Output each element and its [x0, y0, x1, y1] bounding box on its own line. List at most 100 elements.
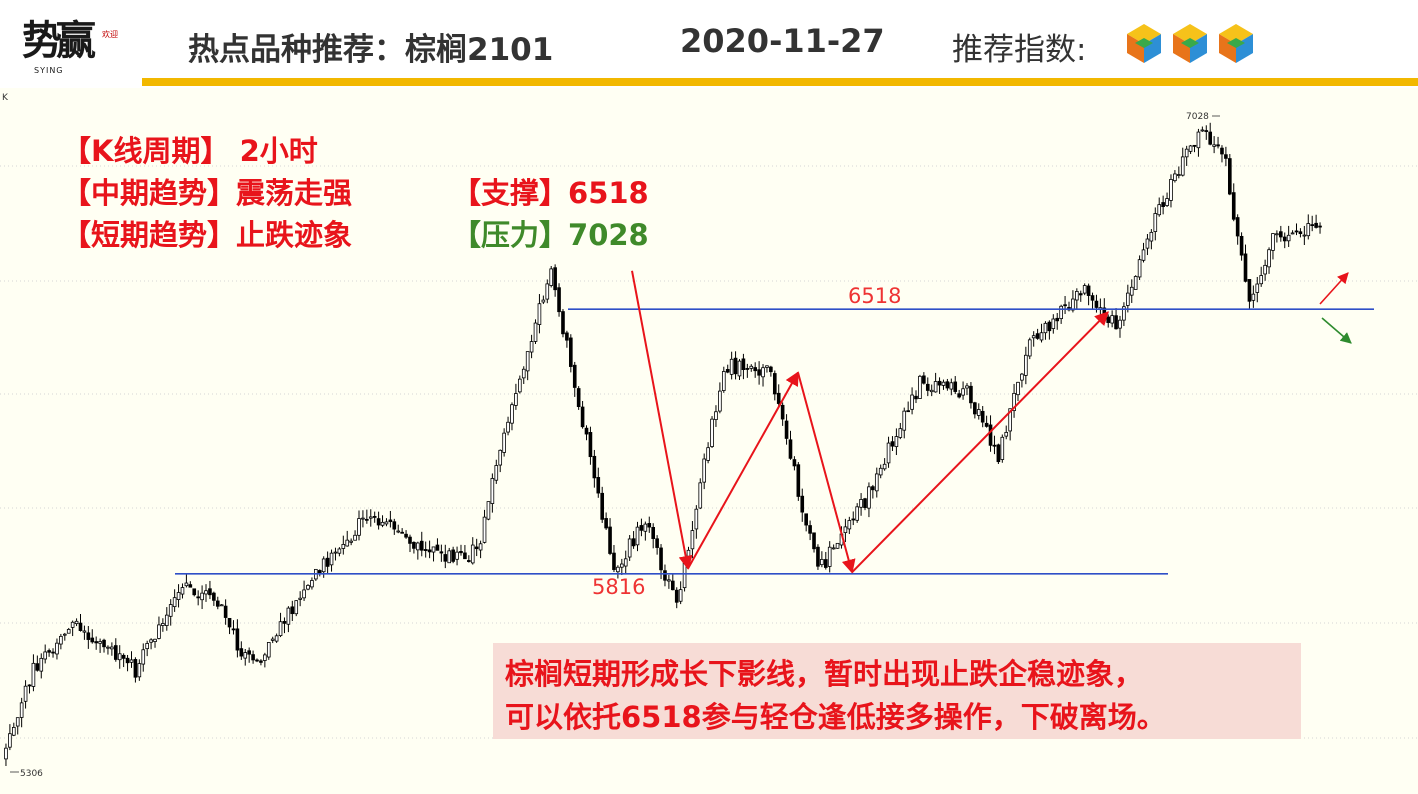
candle — [396, 524, 401, 534]
candle — [584, 425, 589, 441]
candle — [482, 509, 487, 544]
candle — [443, 544, 448, 569]
candle — [212, 591, 216, 606]
candle — [329, 549, 334, 572]
candle — [651, 523, 656, 549]
candle — [168, 599, 173, 626]
candle — [298, 591, 302, 607]
candle — [325, 551, 330, 575]
candle — [1298, 228, 1303, 238]
candle — [1157, 197, 1162, 217]
candle — [698, 478, 703, 510]
candle — [984, 415, 989, 428]
candle — [776, 384, 781, 407]
candle — [278, 612, 283, 638]
candle — [992, 435, 997, 455]
rating-cube-icon — [1127, 24, 1161, 63]
candle — [161, 618, 165, 632]
rating-cube-icon — [1173, 24, 1207, 63]
candle — [231, 620, 236, 635]
candle — [353, 530, 357, 541]
candle — [769, 365, 773, 377]
candle — [1035, 328, 1040, 340]
candle — [282, 617, 287, 634]
candle — [721, 366, 726, 393]
candle — [506, 416, 510, 436]
candle — [670, 574, 675, 591]
candle — [4, 743, 8, 766]
trend-arrow — [631, 270, 693, 570]
candle — [176, 584, 181, 608]
candle — [1141, 242, 1146, 263]
candle — [1145, 233, 1150, 256]
candle — [1212, 136, 1216, 154]
candle — [1016, 381, 1020, 402]
candle — [502, 428, 506, 457]
candle — [765, 365, 769, 373]
candle — [1279, 225, 1283, 242]
candle — [588, 426, 593, 465]
short-trend-info: 【短期趋势】止跌迹象 — [62, 212, 352, 254]
mid-trend-info: 【中期趋势】震荡走强 — [62, 170, 352, 212]
candle — [459, 544, 463, 556]
candle — [945, 378, 950, 391]
candle — [694, 505, 699, 539]
candle — [255, 658, 259, 663]
candle — [741, 353, 746, 380]
page-title: 热点品种推荐：棕榈2101 — [188, 32, 554, 68]
candle — [141, 643, 146, 672]
candle — [153, 638, 157, 648]
candle — [294, 600, 299, 617]
candle — [780, 402, 785, 426]
candle — [1118, 315, 1122, 338]
candle — [247, 647, 251, 663]
candle — [1192, 144, 1197, 153]
candle — [1114, 308, 1118, 330]
candle — [855, 503, 859, 523]
candle — [19, 697, 24, 728]
candle — [1110, 310, 1114, 328]
candle — [929, 384, 934, 397]
candle — [514, 383, 518, 410]
candle — [1047, 320, 1052, 340]
candle — [655, 535, 659, 555]
candle — [404, 530, 408, 539]
candle — [78, 614, 83, 632]
candle — [164, 607, 169, 631]
support-label: 【支撑】 — [452, 176, 569, 210]
candle — [1314, 214, 1318, 229]
candle — [510, 402, 514, 431]
candle — [1063, 295, 1067, 314]
candle — [941, 379, 946, 390]
candle — [1220, 145, 1224, 163]
candle — [518, 375, 522, 394]
candle — [521, 366, 526, 384]
candle — [113, 638, 118, 662]
candle — [973, 401, 977, 419]
candle — [592, 449, 597, 488]
candle — [1271, 233, 1275, 260]
chart-labels: 6518 5816 7028 5306 K — [2, 93, 1220, 779]
candle — [1078, 290, 1083, 302]
candle — [106, 645, 110, 655]
candle — [1282, 232, 1287, 249]
candle — [11, 722, 16, 737]
candle — [349, 538, 353, 546]
chart-canvas: 6518 5816 7028 5306 K — [0, 93, 1418, 779]
outlook-arrows — [1319, 272, 1352, 344]
candle — [400, 528, 404, 534]
trend-arrow — [797, 372, 856, 574]
candle — [859, 493, 863, 516]
min-price-label: 5306 — [20, 769, 43, 779]
candle — [831, 544, 836, 550]
candle — [1000, 434, 1005, 463]
candle — [678, 581, 683, 605]
candle — [533, 319, 538, 344]
candle — [1102, 298, 1107, 324]
candle — [674, 587, 679, 609]
candle — [188, 581, 193, 588]
candle — [137, 659, 142, 681]
candle — [933, 372, 938, 393]
candle — [486, 501, 491, 521]
candle — [427, 540, 432, 559]
